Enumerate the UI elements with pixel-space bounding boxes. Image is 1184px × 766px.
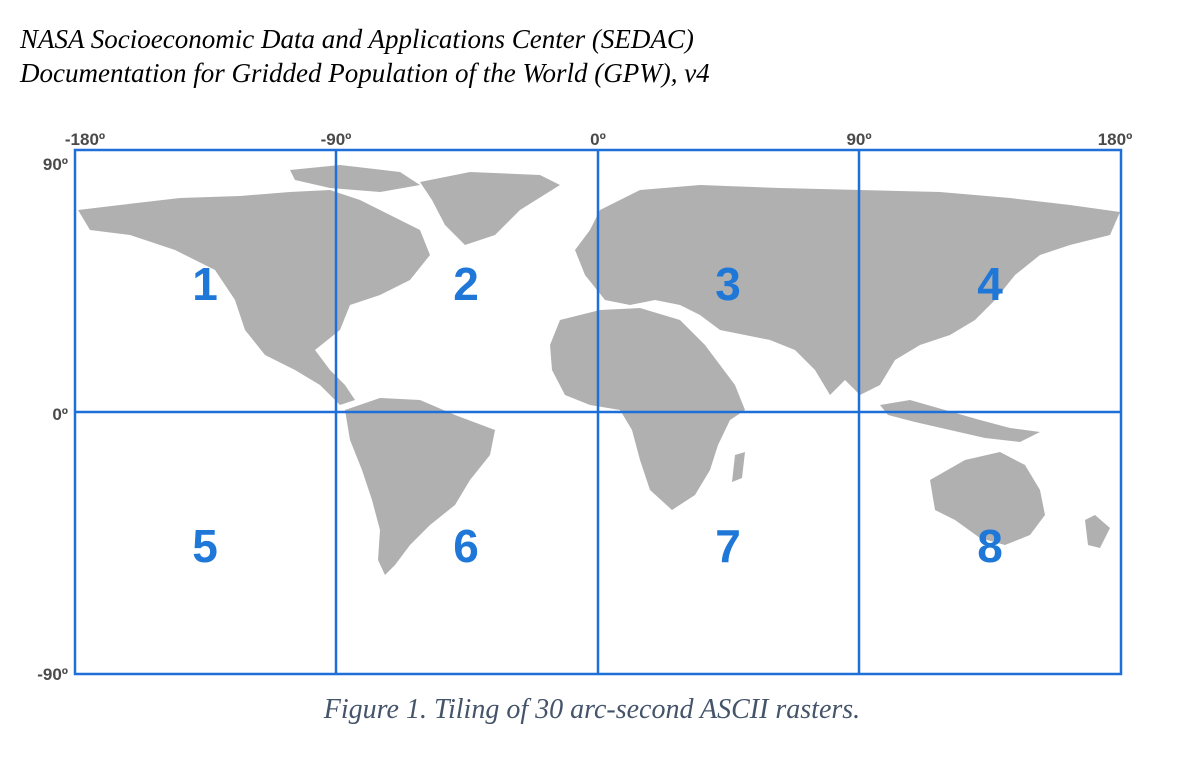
land-indonesia (880, 400, 1040, 442)
tile-grid (73, 148, 1123, 676)
land-south-america (345, 398, 495, 575)
land-madagascar (732, 452, 745, 482)
lat-label-90: 90º (43, 155, 68, 174)
lat-label-0: 0º (52, 405, 68, 424)
header-line-1: NASA Socioeconomic Data and Applications… (20, 24, 694, 54)
header-line-2: Documentation for Gridded Population of … (20, 58, 710, 88)
lon-label-0: 0º (590, 130, 606, 149)
land-arctic-islands (290, 165, 420, 192)
latitude-labels: 90º 0º -90º (37, 155, 68, 684)
lon-label-90: 90º (846, 130, 871, 149)
lon-label-minus-180: -180º (65, 130, 105, 149)
tile-label-2: 2 (453, 258, 479, 310)
lon-label-minus-90: -90º (321, 130, 352, 149)
land-greenland (420, 172, 560, 245)
tile-labels: 1 2 3 4 5 6 7 8 (192, 258, 1003, 572)
tile-label-3: 3 (715, 258, 741, 310)
tile-label-7: 7 (715, 520, 741, 572)
tile-label-5: 5 (192, 520, 218, 572)
tile-label-8: 8 (977, 520, 1003, 572)
land-africa (550, 308, 745, 510)
land-new-zealand (1085, 515, 1110, 548)
figure-caption: Figure 1. Tiling of 30 arc-second ASCII … (323, 694, 861, 725)
land-north-america (78, 190, 430, 405)
lon-label-180: 180º (1098, 130, 1133, 149)
document-header: NASA Socioeconomic Data and Applications… (20, 22, 710, 90)
land-australia (930, 452, 1045, 545)
longitude-labels: -180º -90º 0º 90º 180º (65, 130, 1132, 149)
lat-label-minus-90: -90º (37, 665, 68, 684)
tile-label-6: 6 (453, 520, 479, 572)
land-eurasia (575, 185, 1120, 395)
tile-label-1: 1 (192, 258, 218, 310)
tile-label-4: 4 (977, 258, 1003, 310)
